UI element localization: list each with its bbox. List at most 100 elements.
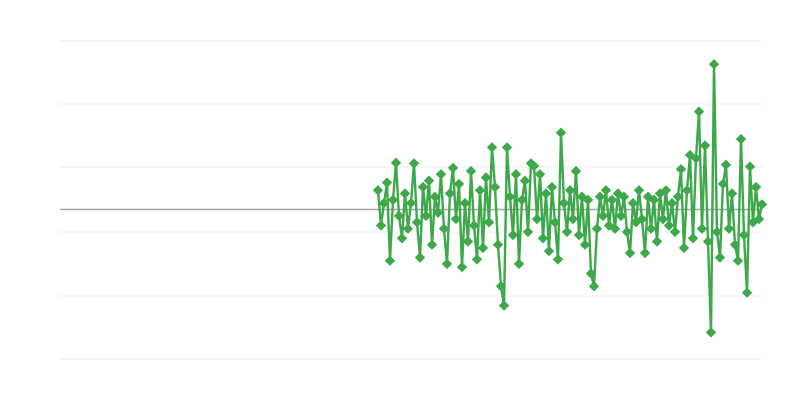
series-marker-diamond bbox=[636, 213, 648, 225]
series-marker-diamond bbox=[510, 169, 522, 180]
series-marker-diamond bbox=[465, 165, 477, 177]
series-marker-diamond bbox=[564, 185, 576, 196]
series-marker-diamond bbox=[687, 233, 699, 244]
series-marker-diamond bbox=[474, 185, 486, 196]
series-marker-diamond bbox=[555, 127, 567, 138]
series-marker-diamond bbox=[666, 197, 678, 209]
series-group bbox=[372, 59, 768, 338]
series-marker-diamond bbox=[660, 185, 672, 196]
series-marker-diamond bbox=[471, 254, 483, 265]
series-marker-diamond bbox=[429, 191, 441, 202]
series-marker-diamond bbox=[495, 281, 507, 292]
series-marker-diamond bbox=[588, 281, 600, 292]
series-marker-diamond bbox=[516, 194, 528, 206]
series-marker-diamond bbox=[375, 220, 387, 231]
series-marker-diamond bbox=[498, 300, 510, 311]
series-marker-diamond bbox=[621, 226, 633, 238]
series-marker-diamond bbox=[546, 181, 558, 193]
series-marker-diamond bbox=[462, 236, 474, 247]
series-marker-diamond bbox=[552, 254, 564, 265]
series-marker-diamond bbox=[696, 223, 708, 234]
series-marker-diamond bbox=[633, 185, 645, 196]
series-marker-diamond bbox=[435, 169, 447, 180]
gridlines-group bbox=[60, 40, 762, 360]
series-marker-diamond bbox=[504, 191, 516, 202]
series-marker-diamond bbox=[519, 175, 531, 186]
series-marker-diamond bbox=[459, 197, 471, 209]
series-marker-diamond bbox=[627, 197, 639, 209]
series-marker-diamond bbox=[726, 188, 738, 199]
series-marker-diamond bbox=[699, 140, 711, 151]
series-marker-diamond bbox=[582, 194, 594, 206]
series-marker-diamond bbox=[384, 255, 396, 266]
series-marker-diamond bbox=[573, 229, 585, 241]
series-marker-diamond bbox=[720, 159, 732, 170]
series-marker-diamond bbox=[483, 217, 495, 228]
series-marker-diamond bbox=[438, 223, 450, 234]
series-marker-diamond bbox=[669, 226, 681, 238]
series-marker-diamond bbox=[750, 181, 762, 193]
series-marker-diamond bbox=[492, 239, 504, 250]
series-marker-diamond bbox=[651, 236, 663, 247]
series-marker-diamond bbox=[597, 210, 609, 222]
series-marker-diamond bbox=[426, 239, 438, 250]
series-marker-diamond bbox=[396, 233, 408, 244]
series-marker-diamond bbox=[753, 213, 765, 225]
series-marker-diamond bbox=[591, 223, 603, 234]
series-marker-diamond bbox=[690, 153, 702, 164]
series-marker-diamond bbox=[645, 223, 657, 234]
series-marker-diamond bbox=[717, 178, 729, 190]
series-marker-diamond bbox=[453, 178, 465, 190]
series-marker-diamond bbox=[420, 210, 432, 222]
series-marker-diamond bbox=[738, 229, 750, 241]
series-marker-diamond bbox=[714, 252, 726, 263]
series-marker-diamond bbox=[609, 223, 621, 234]
series-marker-diamond bbox=[456, 261, 468, 273]
series-marker-diamond bbox=[468, 220, 480, 231]
series-marker-diamond bbox=[606, 194, 618, 206]
series-marker-diamond bbox=[648, 194, 660, 206]
series-marker-diamond bbox=[507, 229, 519, 241]
series-marker-diamond bbox=[756, 199, 768, 210]
series-marker-diamond bbox=[489, 181, 501, 193]
series-marker-diamond bbox=[570, 165, 582, 177]
series-marker-diamond bbox=[579, 239, 591, 250]
series-marker-diamond bbox=[729, 239, 741, 250]
series-marker-diamond bbox=[672, 191, 684, 202]
series-marker-diamond bbox=[708, 59, 720, 70]
series-marker-diamond bbox=[744, 161, 756, 172]
series-marker-diamond bbox=[477, 242, 489, 254]
series-marker-diamond bbox=[540, 188, 552, 199]
series-marker-diamond bbox=[618, 191, 630, 202]
series-marker-diamond bbox=[393, 210, 405, 222]
series-marker-diamond bbox=[681, 185, 693, 196]
series-marker-diamond bbox=[534, 169, 546, 180]
series-marker-diamond bbox=[387, 194, 399, 206]
series-marker-diamond bbox=[585, 268, 597, 279]
series-marker-diamond bbox=[486, 142, 498, 153]
series-marker-diamond bbox=[600, 185, 612, 196]
series-marker-diamond bbox=[372, 185, 384, 196]
series-marker-diamond bbox=[432, 207, 444, 218]
series-marker-diamond bbox=[480, 172, 492, 183]
series-marker-diamond bbox=[549, 217, 561, 228]
series-marker-diamond bbox=[513, 258, 525, 270]
series-marker-diamond bbox=[561, 226, 573, 238]
series-marker-diamond bbox=[402, 223, 414, 234]
series-marker-diamond bbox=[723, 223, 735, 234]
series-marker-diamond bbox=[741, 287, 753, 298]
series-marker-diamond bbox=[408, 158, 420, 169]
series-marker-diamond bbox=[450, 213, 462, 225]
series-marker-diamond bbox=[441, 258, 453, 270]
series-marker-diamond bbox=[543, 245, 555, 257]
series-marker-diamond bbox=[528, 160, 540, 172]
series-marker-diamond bbox=[615, 210, 627, 222]
series-marker-diamond bbox=[558, 197, 570, 209]
series-marker-diamond bbox=[531, 213, 543, 225]
series-marker-diamond bbox=[414, 252, 426, 263]
series-marker-diamond bbox=[624, 247, 636, 259]
series-marker-diamond bbox=[675, 163, 687, 175]
series-marker-diamond bbox=[567, 213, 579, 225]
